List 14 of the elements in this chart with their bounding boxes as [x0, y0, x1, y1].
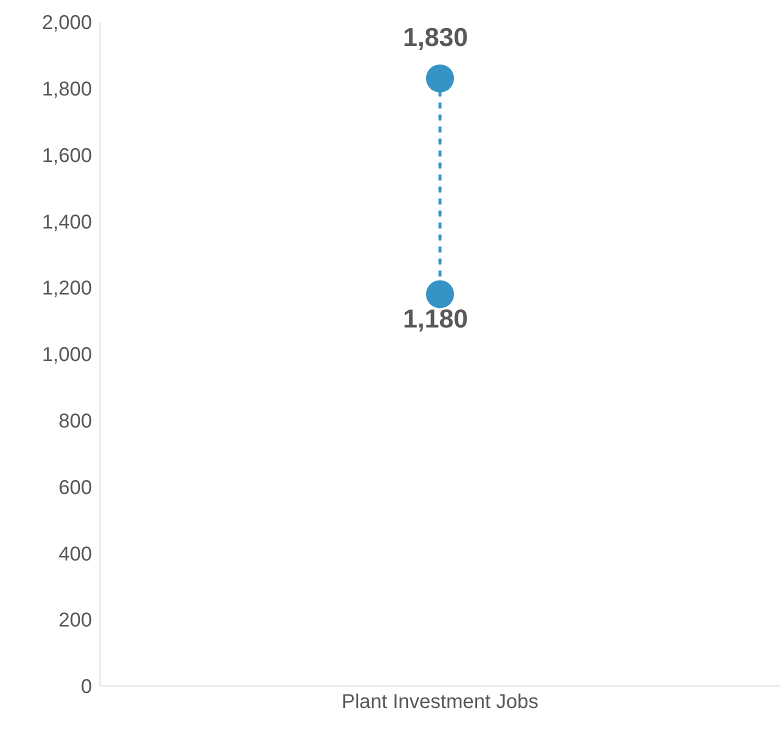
- y-tick-label: 1,200: [42, 278, 92, 300]
- y-tick-label: 600: [58, 476, 92, 499]
- y-tick-label: 2,000: [42, 12, 92, 34]
- y-tick-label: 1,800: [42, 78, 92, 100]
- y-tick-label: 1,400: [42, 211, 92, 234]
- y-tick-label: 1,000: [42, 344, 92, 366]
- data-label: 1,180: [402, 304, 468, 334]
- y-tick-label: 200: [58, 610, 92, 632]
- y-tick-label: 0: [80, 676, 92, 698]
- y-tick-label: 1,600: [42, 144, 92, 167]
- data-label: 1,830: [402, 22, 468, 52]
- y-tick-label: 800: [58, 410, 92, 432]
- y-tick-label: 400: [58, 543, 92, 566]
- x-tick-label: Plant Investment Jobs: [342, 691, 538, 714]
